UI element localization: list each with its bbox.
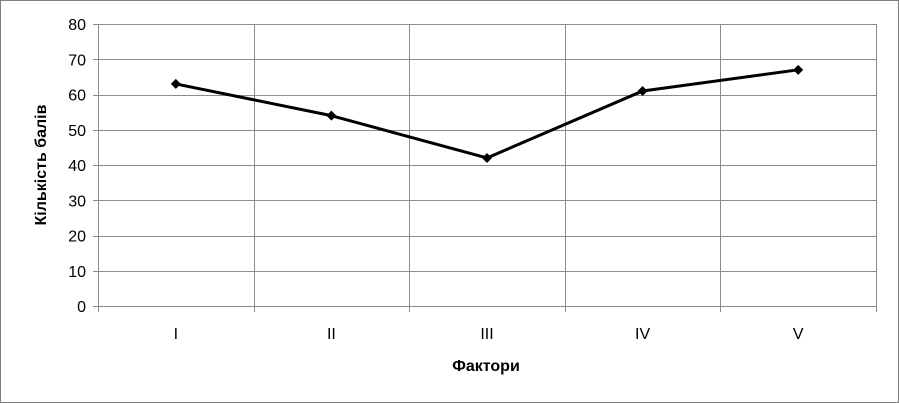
- series: [170, 64, 804, 163]
- data-point-marker: [637, 85, 648, 96]
- data-point-marker: [326, 110, 337, 121]
- y-tick-label: 30: [68, 193, 86, 210]
- series-line: [175, 68, 799, 160]
- y-tick-label: 70: [68, 52, 86, 69]
- data-point-marker: [793, 64, 804, 75]
- y-tick-label: 50: [68, 123, 86, 140]
- grid: [93, 24, 877, 312]
- x-tick-label: II: [327, 326, 336, 343]
- y-tick-label: 60: [68, 88, 86, 105]
- y-tick-label: 40: [68, 158, 86, 175]
- data-point-marker: [482, 152, 492, 163]
- x-tick-label: III: [480, 326, 493, 343]
- y-tick-label: 20: [68, 229, 86, 246]
- y-axis-title: Кількість балів: [33, 104, 50, 225]
- y-tick-label: 0: [77, 299, 86, 316]
- x-tick-label: IV: [635, 326, 650, 343]
- data-point-marker: [170, 78, 181, 89]
- y-tick-label: 80: [68, 17, 86, 34]
- x-tick-label: I: [174, 326, 178, 343]
- x-tick-labels: I II III IV V: [174, 326, 804, 343]
- y-tick-labels: 0 10 20 30 40 50 60 70 80: [68, 17, 86, 316]
- y-tick-label: 10: [68, 264, 86, 281]
- x-axis-title: Фактори: [452, 358, 520, 375]
- x-tick-label: V: [793, 326, 804, 343]
